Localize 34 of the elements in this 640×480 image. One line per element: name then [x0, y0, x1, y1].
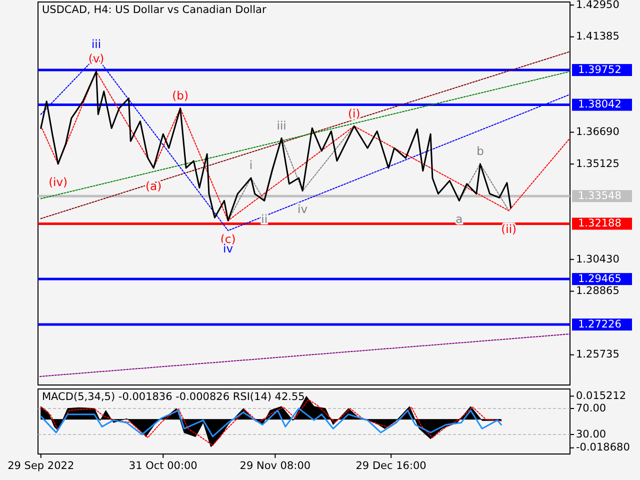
y-tick-label: 0.015212 [576, 390, 626, 402]
ref-line-label: 1.38042 [578, 98, 622, 111]
x-tick-label: 29 Sep 2022 [8, 460, 74, 472]
y2-tick-label: 30.00 [576, 428, 606, 440]
x-tick-label: 29 Nov 08:00 [240, 460, 311, 472]
y-tick-label: 1.41385 [576, 30, 620, 43]
y-tick-label: 1.36690 [576, 126, 620, 138]
annotation: i [249, 158, 253, 172]
y-tick-label: 1.35125 [576, 158, 620, 170]
annotation: iv [298, 202, 308, 216]
annotation: iii [276, 118, 286, 132]
y-tick-label: 1.25735 [576, 348, 620, 361]
x-tick-label: 31 Oct 00:00 [128, 460, 198, 472]
y-tick-label: 1.28865 [576, 285, 620, 298]
y-tick-label: 1.30430 [576, 253, 620, 266]
annotation: iii [91, 36, 102, 51]
y2-tick-label: 70.00 [576, 402, 606, 414]
ref-line-label: 1.27226 [578, 318, 622, 330]
chart-title: USDCAD, H4: US Dollar vs Canadian Dollar [42, 4, 267, 16]
y-tick-label: 1.42950 [576, 0, 620, 11]
annotation: (b) [172, 88, 188, 102]
annotation: b [476, 144, 484, 158]
annotation: (a) [146, 179, 162, 194]
x-tick-label: 29 Dec 16:00 [356, 460, 426, 472]
ref-line-label: 1.33548 [578, 190, 622, 202]
ref-line-label: 1.32188 [578, 218, 622, 230]
annotation: ii [261, 212, 268, 226]
y-tick-label: -0.018680 [576, 442, 630, 454]
ref-line-label: 1.39752 [578, 64, 622, 76]
annotation: (ii) [501, 222, 517, 236]
ref-line-label: 1.29465 [578, 272, 622, 285]
annotation: (i) [348, 106, 360, 120]
annotation: a [456, 212, 463, 226]
annotation: (iv) [48, 175, 68, 190]
